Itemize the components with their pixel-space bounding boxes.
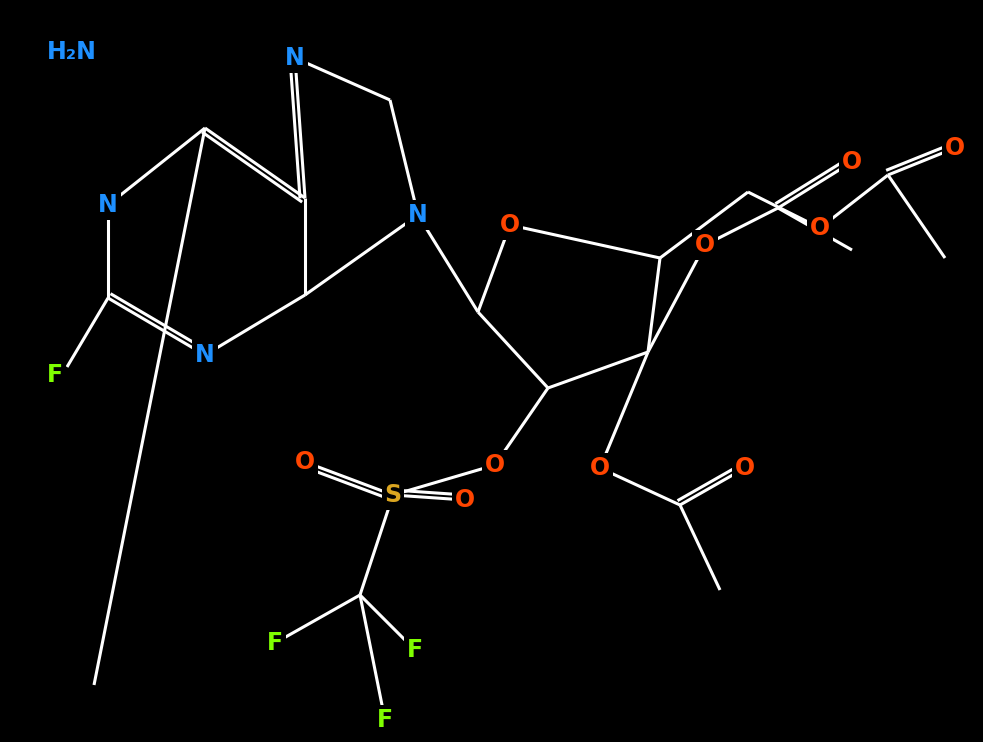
Text: N: N	[98, 193, 118, 217]
Text: S: S	[384, 483, 402, 507]
Text: O: O	[945, 136, 965, 160]
Text: O: O	[810, 216, 830, 240]
Text: O: O	[455, 488, 475, 512]
Text: O: O	[695, 233, 715, 257]
Text: N: N	[285, 46, 305, 70]
Text: O: O	[295, 450, 316, 474]
Text: O: O	[500, 213, 520, 237]
Text: N: N	[408, 203, 428, 227]
Text: H₂N: H₂N	[47, 40, 97, 64]
Text: O: O	[590, 456, 610, 480]
Text: N: N	[195, 343, 215, 367]
Text: O: O	[485, 453, 505, 477]
Text: O: O	[841, 150, 862, 174]
Text: O: O	[735, 456, 755, 480]
Text: F: F	[376, 708, 393, 732]
Text: F: F	[267, 631, 283, 655]
Text: F: F	[407, 638, 423, 662]
Text: F: F	[47, 363, 63, 387]
